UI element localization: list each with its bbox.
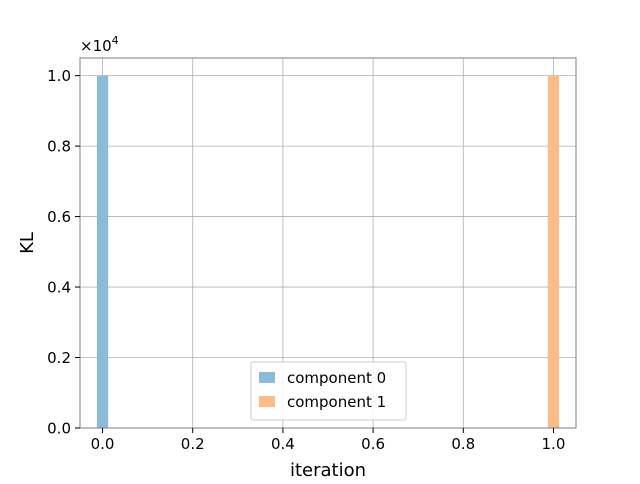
x-tick-label: 0.0 [91,435,115,453]
y-tick-label: 0.0 [47,420,71,438]
x-tick-label: 0.8 [451,435,475,453]
legend: component 0 component 1 [250,361,407,421]
x-tick-label: 0.2 [181,435,205,453]
bar-component-0 [96,75,109,428]
bars [96,75,560,428]
bar-component-1 [547,75,560,428]
y-tick-label: 1.0 [47,67,71,85]
y-tick-label: 0.6 [47,208,71,226]
x-tick-label: 0.6 [361,435,385,453]
x-axis-label: iteration [290,460,366,480]
legend-swatch-0 [259,372,275,383]
y-axis-label: KL [17,232,38,254]
x-tick-label: 0.4 [271,435,295,453]
legend-swatch-1 [259,396,275,407]
legend-box [250,361,407,421]
y-tick-label: 0.4 [47,279,71,297]
y-multiplier-label: ×104 [80,34,119,55]
legend-label-1: component 1 [287,393,386,411]
axis-ticks: 0.0 0.2 0.4 0.6 0.8 1.0 0.0 0.2 0.4 0.6 0.8 1.0 [47,67,565,453]
x-tick-label: 1.0 [542,435,566,453]
plot-frame [79,57,577,429]
y-tick-label: 0.2 [47,349,71,367]
legend-label-0: component 0 [287,369,386,387]
y-tick-label: 0.8 [47,138,71,156]
